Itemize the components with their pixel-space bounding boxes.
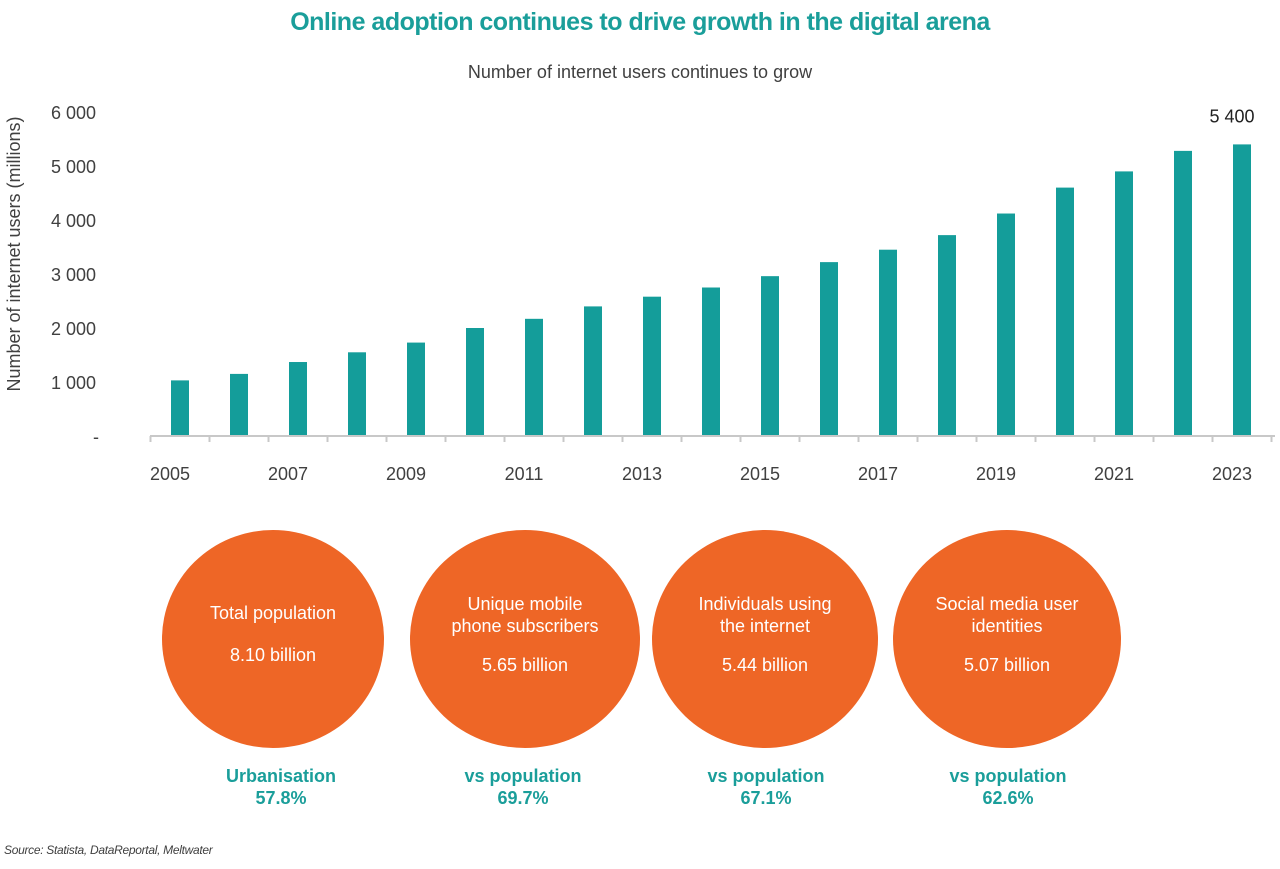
stat-value: 5.07 billion — [963, 655, 1051, 675]
bar-2022 — [1174, 150, 1192, 436]
bar-2011 — [525, 318, 543, 436]
stat-label-line: the internet — [719, 616, 811, 636]
y-tick-label: 4 000 — [51, 211, 96, 231]
x-tick-label: 2005 — [150, 464, 190, 484]
stat-label: Social media user identities — [893, 593, 1121, 637]
x-tick-label: 2021 — [1094, 464, 1134, 484]
stat-caption: vs population — [707, 766, 825, 786]
stat-caption-total-population: Urbanisation 57.8% — [161, 765, 401, 809]
y-tick-label: 5 000 — [51, 157, 96, 177]
bar-2005 — [171, 380, 189, 436]
stat-label-line: Unique mobile — [467, 594, 583, 614]
bar-2007 — [289, 362, 307, 436]
stat-percent: 62.6% — [982, 788, 1034, 808]
x-tick-label: 2023 — [1212, 464, 1252, 484]
stat-label-line: Total population — [209, 603, 337, 623]
bar-2012 — [584, 306, 602, 436]
stat-label: Unique mobile phone subscribers — [410, 593, 640, 637]
bar-2009 — [407, 342, 425, 436]
x-tick-label: 2013 — [622, 464, 662, 484]
bar-2019 — [997, 213, 1015, 436]
stat-label: Individuals using the internet — [652, 593, 878, 637]
stat-label-line: Individuals using — [698, 594, 832, 614]
y-tick-label: 3 000 — [51, 265, 96, 285]
stat-label-line: phone subscribers — [451, 616, 599, 636]
x-tick-label: 2007 — [268, 464, 308, 484]
bar-2006 — [230, 373, 248, 436]
stat-percent: 57.8% — [255, 788, 307, 808]
bar-2021 — [1115, 171, 1133, 436]
stat-caption: Urbanisation — [225, 766, 336, 786]
bar-chart: - 1 000 2 000 3 000 4 000 5 000 6 000 Number of… — [4, 103, 1275, 484]
bar-2008 — [348, 352, 366, 436]
stat-caption: vs population — [464, 766, 582, 786]
stat-caption-mobile-subscribers: vs population 69.7% — [403, 765, 643, 809]
y-tick-label: 2 000 — [51, 319, 96, 339]
bar-2023 — [1233, 144, 1251, 436]
bar-2017 — [879, 249, 897, 436]
stat-caption-social-media: vs population 62.6% — [888, 765, 1128, 809]
stat-circle-total-population: Total population 8.10 billion — [162, 530, 384, 748]
stat-circle-internet-users: Individuals using the internet 5.44 bill… — [652, 530, 878, 748]
stat-circle-mobile-subscribers: Unique mobile phone subscribers 5.65 bil… — [410, 530, 640, 748]
x-tick-label: 2017 — [858, 464, 898, 484]
bar-2010 — [466, 328, 484, 436]
stat-percent: 67.1% — [740, 788, 792, 808]
x-tick-label: 2009 — [386, 464, 426, 484]
bar-2013 — [643, 296, 661, 436]
stat-caption-internet-users: vs population 67.1% — [646, 765, 886, 809]
bar-2014 — [702, 287, 720, 436]
x-tick-label: 2015 — [740, 464, 780, 484]
source-note: Source: Statista, DataReportal, Meltwate… — [4, 843, 213, 857]
page-title: Online adoption continues to drive growt… — [290, 8, 990, 36]
stat-circle-social-media: Social media user identities 5.07 billio… — [893, 530, 1121, 748]
stat-value: 8.10 billion — [229, 645, 317, 665]
bar-2018 — [938, 235, 956, 436]
stat-caption: vs population — [949, 766, 1067, 786]
data-label: 5 400 — [1209, 106, 1254, 126]
stat-label: Total population — [162, 602, 384, 624]
bar-2016 — [820, 262, 838, 436]
y-tick-label: - — [93, 427, 99, 447]
x-tick-label: 2019 — [976, 464, 1016, 484]
stat-label-line: Social media user — [935, 594, 1079, 614]
x-tick-label: 2011 — [505, 464, 544, 484]
y-tick-label: 6 000 — [51, 103, 96, 123]
stat-label-line: identities — [971, 616, 1043, 636]
stat-percent: 69.7% — [497, 788, 549, 808]
y-axis-title: Number of internet users (millions) — [4, 116, 24, 391]
bar-2020 — [1056, 187, 1074, 436]
stat-value: 5.44 billion — [721, 655, 809, 675]
bar-2015 — [761, 276, 779, 436]
chart-subtitle: Number of internet users continues to gr… — [467, 62, 813, 82]
y-tick-label: 1 000 — [51, 373, 96, 393]
stat-value: 5.65 billion — [481, 655, 569, 675]
